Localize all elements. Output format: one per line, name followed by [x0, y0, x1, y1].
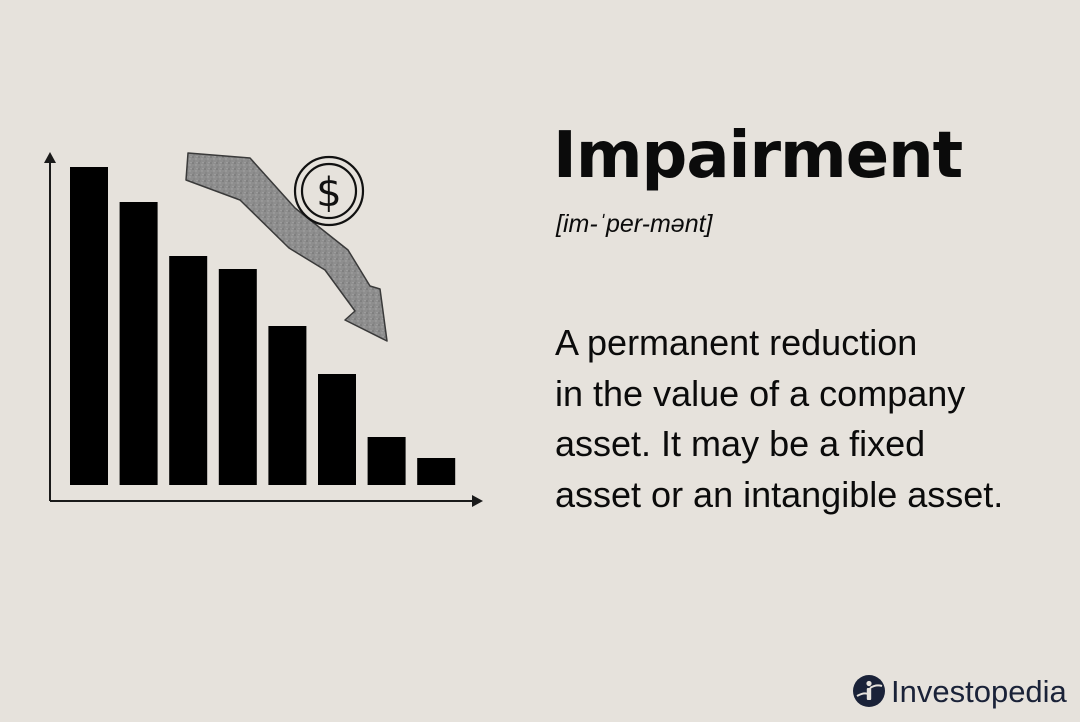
investopedia-logo-icon: [853, 675, 885, 707]
definition-line: A permanent reduction: [555, 322, 918, 363]
declining-bars-illustration: $: [44, 152, 483, 507]
y-axis-arrowhead: [44, 152, 56, 163]
pronunciation: [im-ˈper-mənt]: [556, 210, 713, 238]
bar-8: [417, 458, 456, 485]
x-axis-arrowhead: [472, 495, 483, 507]
definition-line: asset. It may be a fixed: [555, 423, 926, 464]
bar-3: [169, 256, 208, 485]
bar-5: [268, 326, 307, 485]
definition-text: A permanent reduction in the value of a …: [555, 318, 1070, 520]
brand-logo: Investopedia: [852, 672, 1067, 710]
bar-1: [70, 167, 108, 485]
coin-symbol: $: [316, 170, 341, 216]
bar-series: [70, 167, 456, 485]
chart-axes: [44, 152, 483, 507]
bar-4: [218, 269, 257, 485]
term-heading: Impairment: [553, 119, 963, 193]
bar-2: [119, 202, 158, 485]
bar-6: [318, 374, 356, 485]
definition-line: asset or an intangible asset.: [555, 473, 1004, 515]
dollar-coin-icon: $: [293, 155, 365, 227]
brand-name: Investopedia: [891, 673, 1067, 709]
bar-7: [367, 437, 406, 485]
definition-line: in the value of a company: [555, 372, 966, 414]
